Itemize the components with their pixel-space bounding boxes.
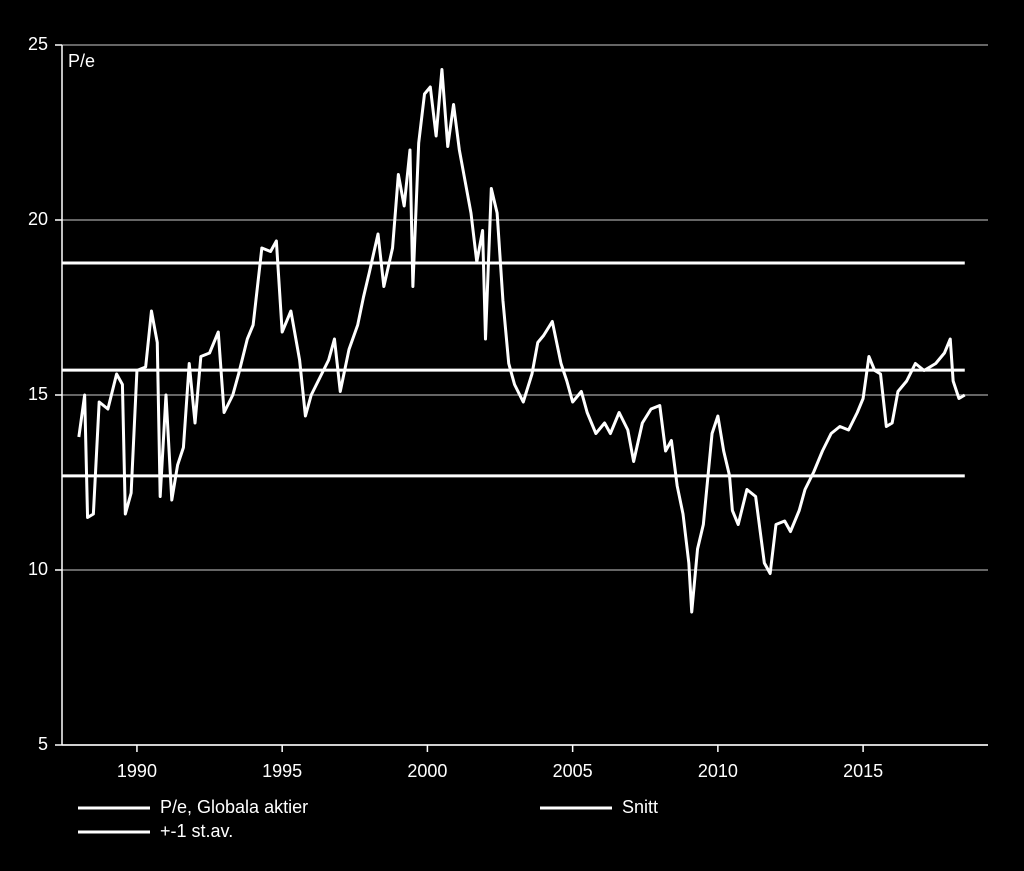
- legend-label: Snitt: [622, 797, 658, 817]
- x-tick-label: 1990: [117, 761, 157, 781]
- y-tick-label: 20: [28, 209, 48, 229]
- data-line: [77, 68, 966, 614]
- x-tick-label: 1995: [262, 761, 302, 781]
- x-tick-label: 2010: [698, 761, 738, 781]
- legend-label: P/e, Globala aktier: [160, 797, 308, 817]
- legend-label: +-1 st.av.: [160, 821, 233, 841]
- y-tick-label: 10: [28, 559, 48, 579]
- y-tick-label: 15: [28, 384, 48, 404]
- x-tick-label: 2015: [843, 761, 883, 781]
- y-axis-label: P/e: [68, 51, 95, 71]
- y-tick-label: 5: [38, 734, 48, 754]
- y-tick-label: 25: [28, 34, 48, 54]
- x-tick-label: 2005: [553, 761, 593, 781]
- x-tick-label: 2000: [407, 761, 447, 781]
